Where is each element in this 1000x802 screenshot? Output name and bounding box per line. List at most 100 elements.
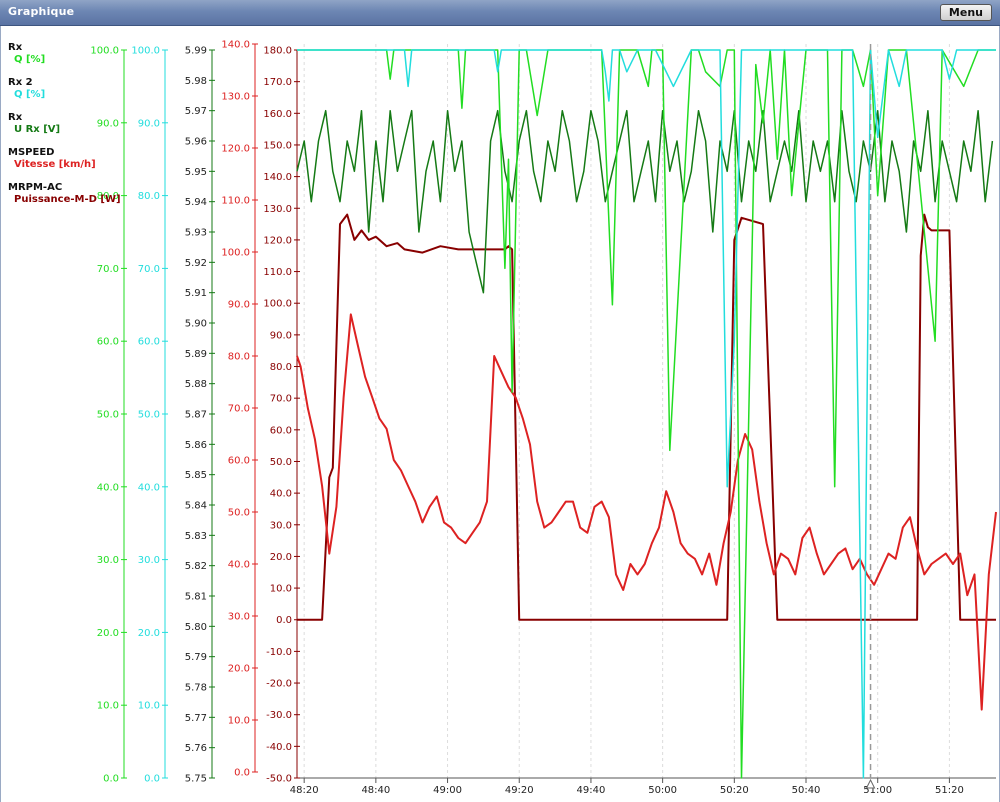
- y-tick-label-q1: 70.0: [97, 264, 119, 275]
- series-line-0: [297, 213, 996, 621]
- y-tick-label-power: 180.0: [263, 46, 292, 57]
- y-tick-label-urx: 5.85: [185, 470, 207, 481]
- y-tick-label-speed: 10.0: [228, 716, 250, 727]
- y-tick-label-power: 130.0: [263, 204, 292, 215]
- y-tick-label-power: 50.0: [270, 457, 292, 468]
- x-tick-label: 50:20: [720, 785, 749, 796]
- y-tick-label-power: 120.0: [263, 235, 292, 246]
- y-tick-label-urx: 5.83: [185, 531, 207, 542]
- x-tick-label: 49:00: [433, 785, 462, 796]
- y-tick-label-urx: 5.92: [185, 258, 207, 269]
- y-tick-label-power: 150.0: [263, 140, 292, 151]
- y-tick-label-speed: 50.0: [228, 508, 250, 519]
- y-tick-label-speed: 30.0: [228, 612, 250, 623]
- y-tick-label-urx: 5.76: [185, 743, 207, 754]
- x-tick-label: 51:00: [863, 785, 892, 796]
- legend-label-2: U Rx [V]: [14, 124, 60, 135]
- y-tick-label-q1: 0.0: [103, 774, 119, 785]
- y-tick-label-power: -40.0: [266, 742, 292, 753]
- y-tick-label-q2: 40.0: [138, 482, 160, 493]
- y-tick-label-speed: 120.0: [221, 144, 250, 155]
- y-tick-label-q1: 10.0: [97, 701, 119, 712]
- y-tick-label-power: 60.0: [270, 425, 292, 436]
- series-line-4: [297, 49, 996, 779]
- legend-source-0: Rx: [8, 42, 23, 53]
- y-tick-label-q2: 70.0: [138, 264, 160, 275]
- y-tick-label-speed: 110.0: [221, 196, 250, 207]
- y-tick-label-urx: 5.80: [185, 622, 207, 633]
- y-tick-label-power: 140.0: [263, 172, 292, 183]
- y-tick-label-speed: 0.0: [234, 768, 250, 779]
- legend-source-2: Rx: [8, 112, 23, 123]
- y-tick-label-power: -10.0: [266, 647, 292, 658]
- chart-area: 48:20 48:40 49:00 49:20 49:40 50:00 50:20 50:40…: [8, 40, 997, 796]
- menu-button[interactable]: Menu: [939, 4, 992, 21]
- y-tick-label-power: 110.0: [263, 267, 292, 278]
- y-tick-label-power: 30.0: [270, 520, 292, 531]
- y-tick-label-speed: 90.0: [228, 300, 250, 311]
- y-tick-label-q2: 80.0: [138, 191, 160, 202]
- y-tick-label-power: 170.0: [263, 77, 292, 88]
- y-tick-label-power: -50.0: [266, 774, 292, 785]
- y-tick-label-q2: 60.0: [138, 337, 160, 348]
- y-tick-label-q2: 0.0: [144, 774, 160, 785]
- x-tick-label: 51:20: [935, 785, 964, 796]
- legend-source-3: MSPEED: [8, 147, 54, 158]
- y-tick-label-urx: 5.78: [185, 683, 207, 694]
- y-tick-label-power: 40.0: [270, 489, 292, 500]
- y-tick-label-speed: 80.0: [228, 352, 250, 363]
- legend-label-0: Q [%]: [14, 54, 45, 65]
- y-tick-label-power: 90.0: [270, 330, 292, 341]
- y-tick-label-urx: 5.82: [185, 561, 207, 572]
- y-tick-label-urx: 5.84: [185, 501, 207, 512]
- y-tick-label-q1: 100.0: [90, 46, 119, 57]
- x-tick-label: 49:20: [505, 785, 534, 796]
- y-tick-label-q2: 100.0: [131, 46, 160, 57]
- y-tick-label-urx: 5.94: [185, 197, 207, 208]
- y-tick-label-urx: 5.93: [185, 228, 207, 239]
- title-bar: Graphique Menu: [0, 0, 1000, 26]
- y-tick-label-urx: 5.88: [185, 379, 207, 390]
- y-tick-label-speed: 20.0: [228, 664, 250, 675]
- y-tick-label-urx: 5.95: [185, 167, 207, 178]
- y-tick-label-power: -30.0: [266, 710, 292, 721]
- y-tick-label-urx: 5.97: [185, 106, 207, 117]
- y-tick-label-q1: 40.0: [97, 482, 119, 493]
- legend-label-3: Vitesse [km/h]: [14, 159, 96, 170]
- y-tick-label-q1: 80.0: [97, 191, 119, 202]
- y-tick-label-q1: 60.0: [97, 337, 119, 348]
- y-tick-label-power: 70.0: [270, 394, 292, 405]
- y-tick-label-urx: 5.79: [185, 652, 207, 663]
- y-tick-label-q2: 90.0: [138, 118, 160, 129]
- y-tick-label-urx: 5.91: [185, 288, 207, 299]
- y-tick-label-urx: 5.81: [185, 592, 207, 603]
- series-line-1: [296, 313, 997, 711]
- y-tick-label-power: 80.0: [270, 362, 292, 373]
- y-tick-label-q2: 50.0: [138, 410, 160, 421]
- y-tick-label-speed: 60.0: [228, 456, 250, 467]
- legend-label-1: Q [%]: [14, 89, 45, 100]
- series-line-3: [297, 49, 996, 779]
- y-tick-label-speed: 140.0: [221, 40, 250, 51]
- legend-source-4: MRPM-AC: [8, 182, 62, 193]
- y-tick-label-urx: 5.89: [185, 349, 207, 360]
- y-tick-label-urx: 5.98: [185, 76, 207, 87]
- x-tick-label: 48:20: [290, 785, 319, 796]
- y-tick-label-q2: 30.0: [138, 555, 160, 566]
- y-tick-label-q2: 20.0: [138, 628, 160, 639]
- y-tick-label-speed: 130.0: [221, 92, 250, 103]
- y-tick-label-power: 0.0: [276, 615, 292, 626]
- y-tick-label-q1: 30.0: [97, 555, 119, 566]
- y-tick-label-urx: 5.87: [185, 410, 207, 421]
- y-tick-label-q1: 20.0: [97, 628, 119, 639]
- x-tick-label: 49:40: [577, 785, 606, 796]
- y-tick-label-speed: 70.0: [228, 404, 250, 415]
- y-tick-label-power: 160.0: [263, 109, 292, 120]
- legend-label-4: Puissance-M-D [W]: [14, 194, 121, 205]
- y-tick-label-urx: 5.77: [185, 713, 207, 724]
- y-tick-label-urx: 5.75: [185, 774, 207, 785]
- y-tick-label-speed: 40.0: [228, 560, 250, 571]
- y-tick-label-q1: 90.0: [97, 118, 119, 129]
- y-tick-label-urx: 5.90: [185, 319, 207, 330]
- y-tick-label-speed: 100.0: [221, 248, 250, 259]
